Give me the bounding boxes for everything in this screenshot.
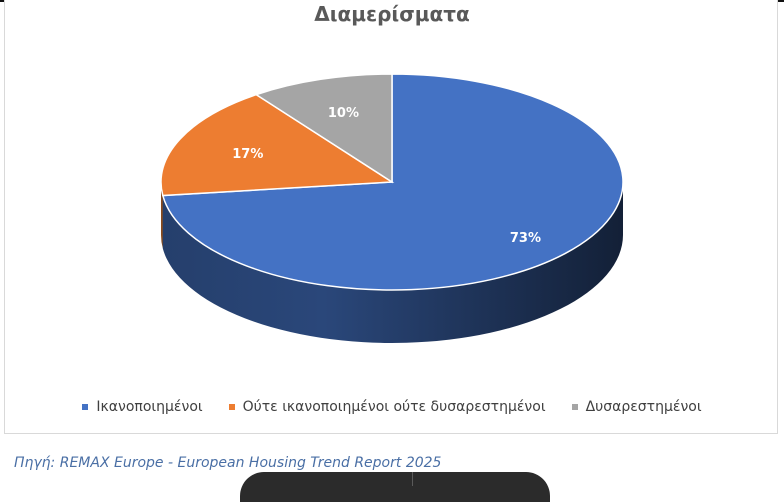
- pie-chart: 73% 17% 10%: [160, 73, 624, 344]
- pie-data-label-1: 17%: [232, 147, 263, 162]
- legend-label-neutral: Ούτε ικανοποιημένοι ούτε δυσαρεστημένοι: [242, 399, 546, 415]
- source-caption: Πηγή: REMAX Europe - European Housing Tr…: [14, 455, 442, 471]
- legend-item-satisfied: Ικανοποιημένοι: [82, 399, 203, 415]
- chart-legend: Ικανοποιημένοι Ούτε ικανοποιημένοι ούτε …: [0, 399, 784, 415]
- bottom-toolbar-overlay[interactable]: [240, 472, 550, 502]
- toolbar-divider: [412, 472, 413, 486]
- legend-item-neutral: Ούτε ικανοποιημένοι ούτε δυσαρεστημένοι: [228, 399, 546, 415]
- pie-side-0: [162, 182, 623, 344]
- legend-swatch-satisfied: [82, 404, 89, 410]
- pie-data-label-2: 10%: [328, 106, 359, 121]
- legend-label-satisfied: Ικανοποιημένοι: [96, 399, 203, 415]
- legend-swatch-neutral: [228, 404, 235, 410]
- pie-data-label-0: 73%: [510, 231, 541, 246]
- legend-item-dissatisfied: Δυσαρεστημένοι: [571, 399, 702, 415]
- pie-side-1: [161, 182, 163, 249]
- pie-slice-2: [254, 73, 393, 184]
- chart-title: Διαμερίσματα: [314, 2, 470, 26]
- legend-label-dissatisfied: Δυσαρεστημένοι: [585, 399, 702, 415]
- legend-swatch-dissatisfied: [571, 404, 578, 410]
- pie-slice-1: [160, 93, 395, 197]
